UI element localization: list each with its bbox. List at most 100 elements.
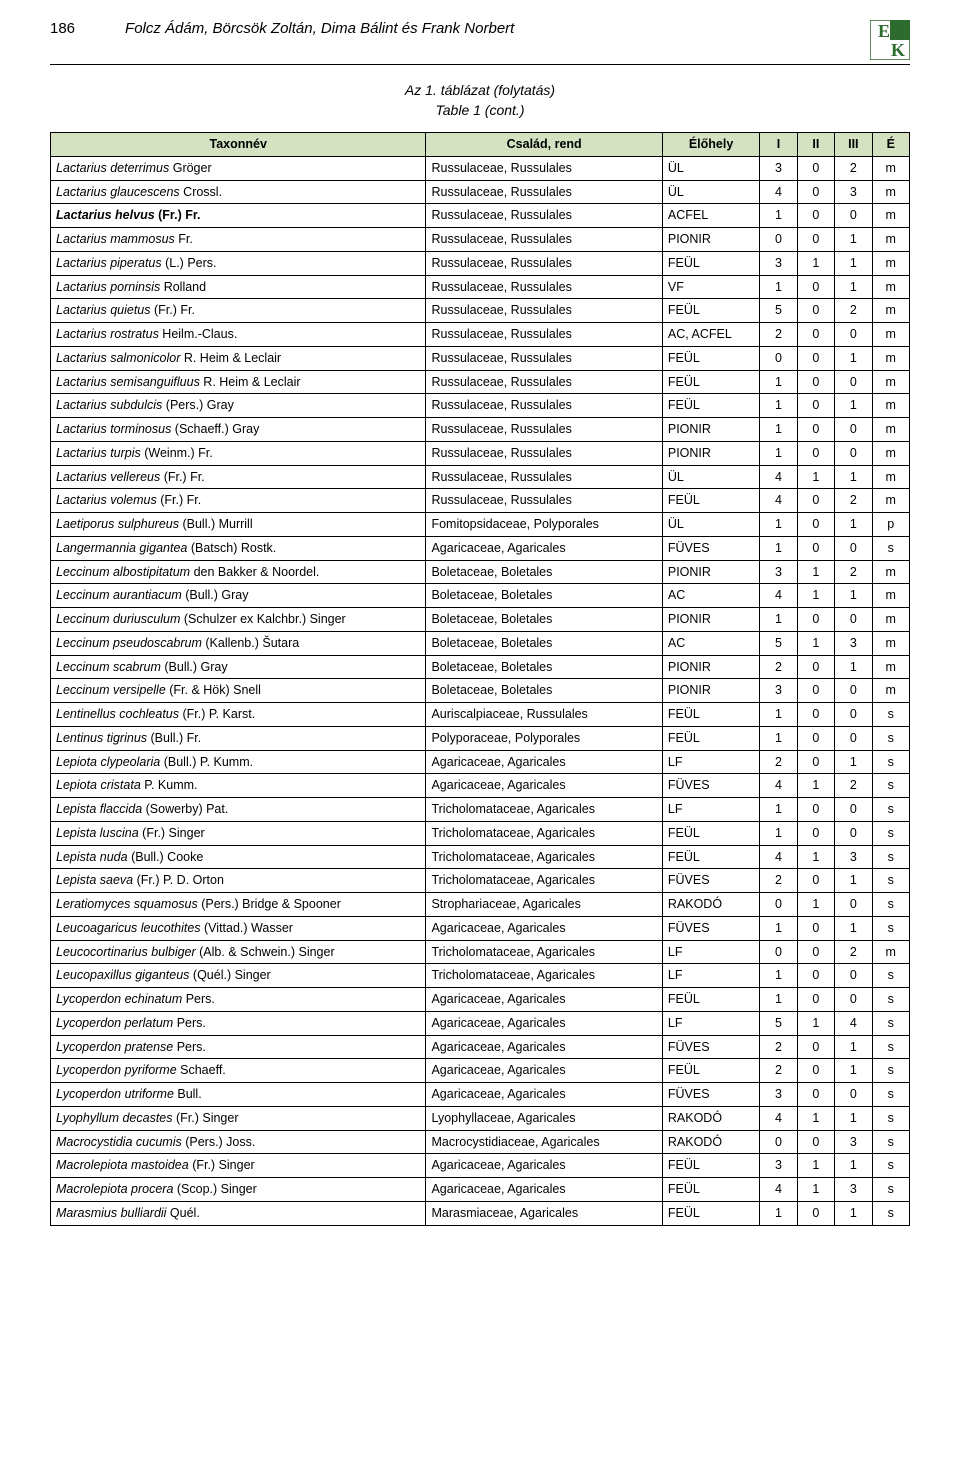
- cell-family: Russulaceae, Russulales: [426, 204, 662, 228]
- col-taxon: Taxonnév: [51, 133, 426, 157]
- cell-taxon: Lyophyllum decastes (Fr.) Singer: [51, 1106, 426, 1130]
- table-row: Lycoperdon utriforme Bull.Agaricaceae, A…: [51, 1083, 910, 1107]
- cell-e: s: [872, 1130, 909, 1154]
- taxon-name: Lepista flaccida: [56, 802, 142, 816]
- table-row: Lentinellus cochleatus (Fr.) P. Karst.Au…: [51, 703, 910, 727]
- taxon-name: Lentinellus cochleatus: [56, 707, 179, 721]
- table-row: Leucoagaricus leucothites (Vittad.) Wass…: [51, 916, 910, 940]
- cell-ii: 0: [797, 655, 834, 679]
- col-i: I: [760, 133, 797, 157]
- cell-e: s: [872, 798, 909, 822]
- cell-family: Auriscalpiaceae, Russulales: [426, 703, 662, 727]
- cell-family: Boletaceae, Boletales: [426, 631, 662, 655]
- taxon-authority: Heilm.-Claus.: [159, 327, 238, 341]
- cell-e: m: [872, 560, 909, 584]
- cell-taxon: Lactarius semisanguifluus R. Heim & Lecl…: [51, 370, 426, 394]
- cell-iii: 0: [835, 703, 872, 727]
- cell-taxon: Lycoperdon pratense Pers.: [51, 1035, 426, 1059]
- cell-iii: 1: [835, 1059, 872, 1083]
- cell-i: 4: [760, 1106, 797, 1130]
- cell-ii: 0: [797, 441, 834, 465]
- cell-ii: 1: [797, 893, 834, 917]
- header-left: 186 Folcz Ádám, Börcsök Zoltán, Dima Bál…: [50, 20, 514, 37]
- cell-taxon: Macrocystidia cucumis (Pers.) Joss.: [51, 1130, 426, 1154]
- cell-iii: 1: [835, 465, 872, 489]
- cell-taxon: Lactarius subdulcis (Pers.) Gray: [51, 394, 426, 418]
- cell-e: m: [872, 204, 909, 228]
- cell-taxon: Lycoperdon pyriforme Schaeff.: [51, 1059, 426, 1083]
- cell-ii: 1: [797, 774, 834, 798]
- taxon-authority: (Sowerby) Pat.: [142, 802, 228, 816]
- table-row: Lactarius volemus (Fr.) Fr.Russulaceae, …: [51, 489, 910, 513]
- cell-i: 0: [760, 940, 797, 964]
- taxon-name: Laetiporus sulphureus: [56, 517, 179, 531]
- cell-habitat: LF: [662, 940, 759, 964]
- table-row: Leccinum versipelle (Fr. & Hök) SnellBol…: [51, 679, 910, 703]
- cell-iii: 3: [835, 631, 872, 655]
- taxon-authority: (Fr.) Fr.: [157, 493, 201, 507]
- taxon-authority: (L.) Pers.: [162, 256, 217, 270]
- cell-i: 1: [760, 513, 797, 537]
- cell-e: s: [872, 536, 909, 560]
- cell-ii: 0: [797, 1201, 834, 1225]
- cell-habitat: PIONIR: [662, 418, 759, 442]
- cell-e: m: [872, 489, 909, 513]
- taxon-authority: (Fr.) Fr.: [155, 208, 201, 222]
- taxon-authority: (Fr.) Fr.: [160, 470, 204, 484]
- cell-iii: 2: [835, 156, 872, 180]
- cell-iii: 0: [835, 893, 872, 917]
- cell-iii: 4: [835, 1011, 872, 1035]
- taxon-authority: Bull.: [174, 1087, 202, 1101]
- cell-taxon: Lepiota clypeolaria (Bull.) P. Kumm.: [51, 750, 426, 774]
- taxon-authority: (Fr.) Singer: [189, 1158, 255, 1172]
- cell-i: 3: [760, 560, 797, 584]
- cell-family: Boletaceae, Boletales: [426, 608, 662, 632]
- svg-text:E: E: [878, 21, 890, 41]
- table-caption: Az 1. táblázat (folytatás) Table 1 (cont…: [50, 81, 910, 120]
- taxon-name: Leucoagaricus leucothites: [56, 921, 201, 935]
- cell-iii: 1: [835, 916, 872, 940]
- cell-i: 4: [760, 465, 797, 489]
- cell-habitat: FEÜL: [662, 251, 759, 275]
- cell-e: s: [872, 1154, 909, 1178]
- cell-family: Boletaceae, Boletales: [426, 655, 662, 679]
- table-row: Leucocortinarius bulbiger (Alb. & Schwei…: [51, 940, 910, 964]
- taxon-authority: (Fr.) Singer: [139, 826, 205, 840]
- cell-i: 5: [760, 1011, 797, 1035]
- table-row: Lycoperdon echinatum Pers.Agaricaceae, A…: [51, 988, 910, 1012]
- table-row: Leratiomyces squamosus (Pers.) Bridge & …: [51, 893, 910, 917]
- cell-i: 1: [760, 441, 797, 465]
- cell-ii: 1: [797, 1178, 834, 1202]
- taxon-name: Lepiota cristata: [56, 778, 141, 792]
- cell-taxon: Lycoperdon echinatum Pers.: [51, 988, 426, 1012]
- cell-family: Russulaceae, Russulales: [426, 465, 662, 489]
- cell-habitat: FEÜL: [662, 370, 759, 394]
- cell-iii: 1: [835, 750, 872, 774]
- cell-e: m: [872, 228, 909, 252]
- cell-family: Agaricaceae, Agaricales: [426, 1011, 662, 1035]
- cell-iii: 1: [835, 346, 872, 370]
- taxon-name: Lactarius mammosus: [56, 232, 175, 246]
- taxon-authority: Rolland: [160, 280, 206, 294]
- cell-i: 5: [760, 299, 797, 323]
- taxon-authority: (Bull.) P. Kumm.: [160, 755, 253, 769]
- taxon-name: Lactarius semisanguifluus: [56, 375, 200, 389]
- cell-habitat: LF: [662, 798, 759, 822]
- cell-iii: 0: [835, 536, 872, 560]
- cell-iii: 1: [835, 655, 872, 679]
- table-row: Lyophyllum decastes (Fr.) SingerLyophyll…: [51, 1106, 910, 1130]
- taxon-authority: Gröger: [169, 161, 211, 175]
- taxon-authority: (Fr.) P. D. Orton: [133, 873, 224, 887]
- cell-taxon: Lactarius deterrimus Gröger: [51, 156, 426, 180]
- cell-ii: 0: [797, 536, 834, 560]
- taxon-name: Lactarius glaucescens: [56, 185, 180, 199]
- cell-family: Agaricaceae, Agaricales: [426, 1059, 662, 1083]
- cell-e: s: [872, 964, 909, 988]
- cell-i: 0: [760, 346, 797, 370]
- cell-taxon: Lactarius porninsis Rolland: [51, 275, 426, 299]
- cell-taxon: Lentinus tigrinus (Bull.) Fr.: [51, 726, 426, 750]
- cell-i: 4: [760, 845, 797, 869]
- taxon-name: Lycoperdon pyriforme: [56, 1063, 177, 1077]
- cell-iii: 2: [835, 299, 872, 323]
- cell-e: m: [872, 275, 909, 299]
